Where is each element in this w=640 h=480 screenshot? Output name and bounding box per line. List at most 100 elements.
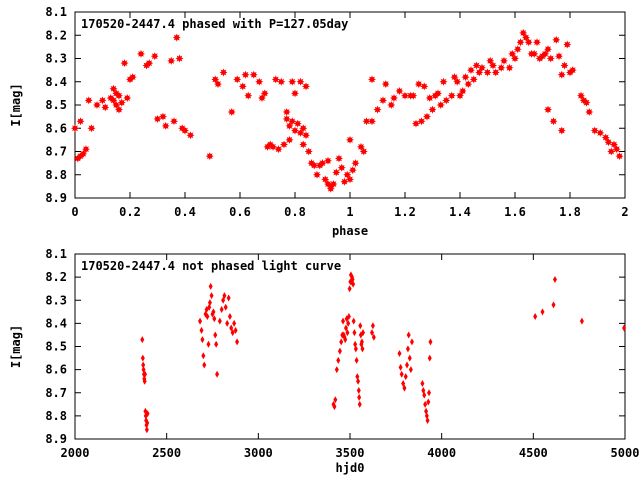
data-point (142, 377, 147, 385)
data-point (321, 175, 330, 184)
data-point (399, 370, 404, 378)
data-point (347, 285, 352, 293)
data-point (76, 117, 85, 126)
data-point (153, 114, 162, 123)
data-point (181, 126, 189, 135)
data-point (552, 35, 561, 44)
data-point (356, 386, 361, 394)
data-point (335, 154, 343, 163)
data-point (340, 177, 349, 186)
data-point (336, 356, 341, 364)
data-point (420, 82, 429, 91)
data-point (450, 73, 459, 82)
data-point (357, 400, 362, 408)
data-point (409, 91, 418, 100)
y-tick-label: 8.4 (45, 75, 67, 89)
y-tick-label: 8.6 (45, 363, 67, 377)
data-point (379, 96, 387, 105)
data-point (530, 49, 539, 58)
data-point (227, 107, 236, 116)
data-point (359, 147, 368, 156)
data-point (557, 70, 566, 79)
data-point (332, 168, 341, 177)
data-point (343, 336, 348, 344)
data-point (141, 366, 146, 374)
data-point (299, 140, 308, 149)
data-point (345, 329, 350, 337)
data-point (395, 87, 404, 96)
data-point (332, 403, 337, 411)
data-point (401, 91, 409, 100)
data-point (346, 312, 351, 320)
data-point (172, 33, 181, 42)
data-point (123, 94, 132, 103)
data-point (423, 400, 428, 408)
data-point (475, 68, 484, 77)
data-points (140, 271, 627, 434)
data-point (497, 63, 506, 72)
data-point (508, 49, 517, 58)
data-point (137, 49, 145, 58)
data-point (93, 101, 101, 109)
x-tick-label: 1.8 (559, 205, 581, 219)
x-axis-label: phase (332, 224, 368, 238)
data-point (464, 80, 473, 89)
x-tick-label: 3500 (336, 446, 365, 460)
data-point (117, 98, 126, 107)
data-point (436, 101, 445, 109)
data-point (397, 349, 402, 357)
data-point (213, 331, 218, 339)
x-tick-label: 4000 (427, 446, 456, 460)
data-point (360, 345, 365, 353)
data-point (420, 380, 425, 387)
chart-title: 170520-2447.4 phased with P=127.05day (81, 17, 348, 31)
data-point (533, 312, 538, 320)
data-point (98, 96, 107, 105)
x-tick-label: 4500 (519, 446, 548, 460)
data-point (555, 52, 563, 61)
y-tick-label: 8.3 (45, 52, 67, 66)
data-point (201, 352, 206, 360)
y-tick-label: 8.6 (45, 121, 67, 135)
unphased-light-curve-panel: 2000 2500 3000 3500 4000 4500 5000 8.1 8.2 8.3 8.4… (9, 247, 639, 475)
x-tick-label: 0 (71, 205, 78, 219)
data-point (217, 317, 222, 325)
y-tick-label: 8.1 (45, 247, 67, 261)
data-point (296, 128, 305, 137)
data-point (87, 124, 96, 133)
data-point (577, 91, 585, 100)
data-point (357, 393, 362, 401)
x-tick-label: 2000 (61, 446, 90, 460)
data-point (402, 384, 407, 392)
data-point (302, 82, 310, 91)
data-point (358, 322, 363, 330)
data-point (405, 361, 410, 369)
data-point (461, 73, 470, 82)
data-point (341, 317, 346, 325)
data-point (337, 163, 346, 172)
data-point (453, 77, 462, 86)
data-point (208, 282, 213, 290)
data-point (560, 61, 569, 70)
y-tick-label: 8.4 (45, 316, 67, 330)
x-tick-label: 5000 (611, 446, 640, 460)
data-point (150, 52, 159, 61)
data-point (199, 326, 204, 334)
data-point (109, 96, 118, 105)
data-point (145, 59, 154, 68)
data-point (207, 299, 212, 307)
data-point (417, 117, 426, 126)
phased-light-curve-panel: 0 0.2 0.4 0.6 0.8 1 1.2 1.4 1.6 1.8 2 8.1 8.2 8.3 8.4 8… (9, 5, 629, 238)
x-axis-label: hjd0 (336, 461, 365, 475)
data-point (370, 322, 375, 330)
y-tick-label: 8.5 (45, 340, 67, 354)
data-point (346, 135, 354, 144)
data-point (406, 331, 411, 339)
data-point (282, 107, 291, 116)
data-point (233, 75, 242, 84)
y-tick-label: 8.7 (45, 386, 67, 400)
data-point (128, 73, 137, 82)
data-point (427, 354, 432, 362)
y-axis-label: I[mag] (9, 325, 23, 368)
data-point (274, 145, 283, 154)
